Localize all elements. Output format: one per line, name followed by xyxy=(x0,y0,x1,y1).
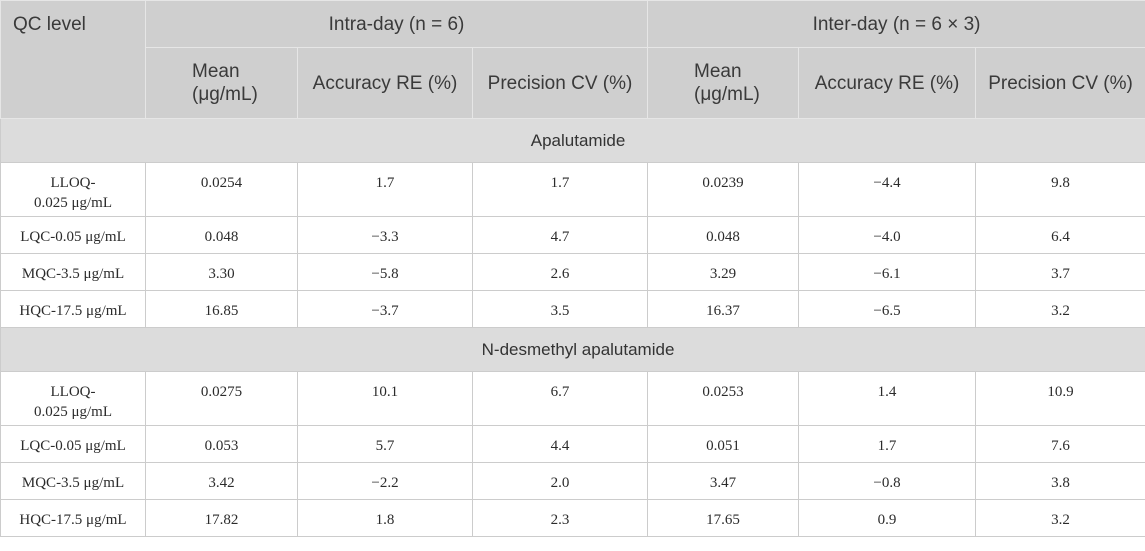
intra-re-cell: 1.8 xyxy=(297,499,473,537)
intra-cv-cell: 2.0 xyxy=(471,462,649,500)
header-group-row: QC level Intra-day (n = 6) Inter-day (n … xyxy=(0,0,1145,119)
section-row-n-desmethyl-apalutamide: N-desmethyl apalutamide xyxy=(0,327,1145,372)
section-title: Apalutamide xyxy=(0,118,1145,163)
inter-cv-cell: 3.7 xyxy=(975,253,1145,291)
intra-cv-cell: 1.7 xyxy=(471,162,649,217)
qc-level-cell: LLOQ- 0.025 μg/mL xyxy=(0,162,146,217)
inter-re-cell: −4.4 xyxy=(798,162,977,217)
inter-cv-cell: 10.9 xyxy=(975,371,1145,426)
inter-re-cell: −4.0 xyxy=(798,216,977,254)
mean-header-line2: (μg/mL) xyxy=(694,84,760,105)
qc-level-header: QC level xyxy=(0,0,146,119)
intra-cv-cell: 3.5 xyxy=(471,290,649,328)
intra-mean-cell: 17.82 xyxy=(145,499,298,537)
table-row: LQC-0.05 μg/mL 0.053 5.7 4.4 0.051 1.7 7… xyxy=(0,425,1145,463)
inter-cv-cell: 9.8 xyxy=(975,162,1145,217)
intra-re-cell: 1.7 xyxy=(297,162,473,217)
inter-mean-cell: 17.65 xyxy=(647,499,800,537)
inter-re-cell: 1.7 xyxy=(798,425,977,463)
section-row-apalutamide: Apalutamide xyxy=(0,118,1145,163)
inter-mean-cell: 0.0239 xyxy=(647,162,800,217)
inter-precision-header: Precision CV (%) xyxy=(975,47,1145,119)
inter-re-cell: −0.8 xyxy=(798,462,977,500)
inter-mean-cell: 0.051 xyxy=(647,425,800,463)
inter-accuracy-header: Accuracy RE (%) xyxy=(798,47,977,119)
qc-level-cell: LQC-0.05 μg/mL xyxy=(0,425,146,463)
table-row: HQC-17.5 μg/mL 16.85 −3.7 3.5 16.37 −6.5… xyxy=(0,290,1145,328)
inter-re-cell: −6.5 xyxy=(798,290,977,328)
table-row: LQC-0.05 μg/mL 0.048 −3.3 4.7 0.048 −4.0… xyxy=(0,216,1145,254)
inter-cv-cell: 3.8 xyxy=(975,462,1145,500)
inter-re-cell: 1.4 xyxy=(798,371,977,426)
table-row: LLOQ- 0.025 μg/mL 0.0275 10.1 6.7 0.0253 … xyxy=(0,371,1145,426)
intra-re-cell: −3.7 xyxy=(297,290,473,328)
qc-label-line1: LLOQ- xyxy=(50,384,96,400)
header-sub-row: Mean (μg/mL) Accuracy RE (%) Precision C… xyxy=(1,47,1145,119)
intra-mean-cell: 0.0275 xyxy=(145,371,298,426)
mean-header-line1: Mean xyxy=(694,61,742,82)
table-header: QC level Intra-day (n = 6) Inter-day (n … xyxy=(0,0,1145,119)
intra-mean-cell: 0.0254 xyxy=(145,162,298,217)
intra-mean-header: Mean (μg/mL) xyxy=(145,47,298,119)
table-row: MQC-3.5 μg/mL 3.42 −2.2 2.0 3.47 −0.8 3.… xyxy=(0,462,1145,500)
intra-accuracy-header: Accuracy RE (%) xyxy=(297,47,473,119)
intra-mean-cell: 16.85 xyxy=(145,290,298,328)
intra-mean-cell: 0.053 xyxy=(145,425,298,463)
intra-precision-header: Precision CV (%) xyxy=(471,47,649,119)
qc-level-cell: MQC-3.5 μg/mL xyxy=(0,253,146,291)
intra-cv-cell: 4.7 xyxy=(471,216,649,254)
table-row: HQC-17.5 μg/mL 17.82 1.8 2.3 17.65 0.9 3… xyxy=(0,499,1145,537)
qc-level-cell: HQC-17.5 μg/mL xyxy=(0,499,146,537)
table-row: LLOQ- 0.025 μg/mL 0.0254 1.7 1.7 0.0239 −… xyxy=(0,162,1145,217)
inter-cv-cell: 6.4 xyxy=(975,216,1145,254)
qc-level-cell: MQC-3.5 μg/mL xyxy=(0,462,146,500)
inter-mean-cell: 3.47 xyxy=(647,462,800,500)
inter-cv-cell: 3.2 xyxy=(975,290,1145,328)
intra-cv-cell: 4.4 xyxy=(471,425,649,463)
inter-day-header: Inter-day (n = 6 × 3) xyxy=(647,0,1145,48)
qc-label-line1: LLOQ- xyxy=(50,175,96,191)
inter-re-cell: 0.9 xyxy=(798,499,977,537)
intra-re-cell: 5.7 xyxy=(297,425,473,463)
inter-cv-cell: 7.6 xyxy=(975,425,1145,463)
intra-re-cell: −5.8 xyxy=(297,253,473,291)
qc-label-line2: 0.025 μg/mL xyxy=(33,404,113,420)
intra-day-header: Intra-day (n = 6) xyxy=(144,0,649,48)
inter-mean-cell: 3.29 xyxy=(647,253,800,291)
section-title: N-desmethyl apalutamide xyxy=(0,327,1145,372)
intra-cv-cell: 2.6 xyxy=(471,253,649,291)
qc-level-cell: LLOQ- 0.025 μg/mL xyxy=(0,371,146,426)
inter-mean-header: Mean (μg/mL) xyxy=(647,47,800,119)
intra-mean-cell: 3.30 xyxy=(145,253,298,291)
intra-cv-cell: 2.3 xyxy=(471,499,649,537)
table-row: MQC-3.5 μg/mL 3.30 −5.8 2.6 3.29 −6.1 3.… xyxy=(0,253,1145,291)
mean-header-line1: Mean xyxy=(192,61,240,82)
inter-mean-cell: 0.0253 xyxy=(647,371,800,426)
intra-cv-cell: 6.7 xyxy=(471,371,649,426)
mean-header-line2: (μg/mL) xyxy=(192,84,258,105)
qc-level-cell: LQC-0.05 μg/mL xyxy=(0,216,146,254)
intra-re-cell: −2.2 xyxy=(297,462,473,500)
intra-re-cell: −3.3 xyxy=(297,216,473,254)
inter-re-cell: −6.1 xyxy=(798,253,977,291)
inter-mean-cell: 16.37 xyxy=(647,290,800,328)
intra-mean-cell: 0.048 xyxy=(145,216,298,254)
qc-label-line2: 0.025 μg/mL xyxy=(33,195,113,211)
intra-re-cell: 10.1 xyxy=(297,371,473,426)
qc-level-cell: HQC-17.5 μg/mL xyxy=(0,290,146,328)
intra-mean-cell: 3.42 xyxy=(145,462,298,500)
table-body: Apalutamide LLOQ- 0.025 μg/mL 0.0254 1.7 … xyxy=(0,118,1145,537)
inter-mean-cell: 0.048 xyxy=(647,216,800,254)
qc-results-table: QC level Intra-day (n = 6) Inter-day (n … xyxy=(0,0,1145,537)
inter-cv-cell: 3.2 xyxy=(975,499,1145,537)
